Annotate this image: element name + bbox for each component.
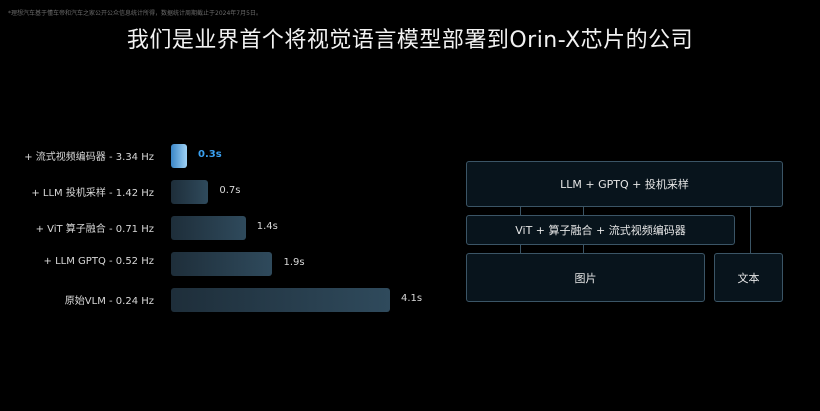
box-text: 文本 bbox=[714, 253, 783, 302]
value-label: 1.9s bbox=[283, 257, 305, 268]
footnote: *理想汽车基于懂车帝和汽车之家公开公众信息统计所得，数据统计周期截止于2024年… bbox=[8, 10, 262, 17]
value-label: 1.4s bbox=[256, 221, 278, 232]
bar bbox=[171, 180, 209, 204]
value-label: 0.7s bbox=[219, 185, 241, 196]
chart-row: + LLM GPTQ - 0.52 Hz 1.9s bbox=[0, 248, 460, 278]
chart-row: + ViT 算子融合 - 0.71 Hz 1.4s bbox=[0, 212, 460, 242]
box-llm-gptq-speculative-sampling: LLM + GPTQ + 投机采样 bbox=[466, 161, 783, 207]
connector-image-to-middle-right bbox=[583, 245, 584, 253]
category-label: + ViT 算子融合 - 0.71 Hz bbox=[35, 224, 154, 235]
category-label: 原始VLM - 0.24 Hz bbox=[64, 296, 154, 307]
box-vit-operator-fusion-video-encoder: ViT + 算子融合 + 流式视频编码器 bbox=[466, 215, 735, 245]
chart-row: 原始VLM - 0.24 Hz 4.1s bbox=[0, 284, 460, 314]
category-label: + LLM 投机采样 - 1.42 Hz bbox=[31, 188, 154, 199]
connector-image-to-middle-left bbox=[520, 245, 521, 253]
bar bbox=[171, 288, 390, 312]
connector-text-to-top bbox=[750, 207, 751, 253]
page-title: 我们是业界首个将视觉语言模型部署到Orin-X芯片的公司 bbox=[126, 28, 694, 53]
latency-bar-chart: + 流式视频编码器 - 3.34 Hz 0.3s + LLM 投机采样 - 1.42… bbox=[0, 140, 460, 320]
box-image: 图片 bbox=[466, 253, 705, 302]
chart-row: + 流式视频编码器 - 3.34 Hz 0.3s bbox=[0, 140, 460, 170]
value-label: 4.1s bbox=[401, 293, 423, 304]
value-label: 0.3s bbox=[198, 149, 222, 160]
connector-middle-to-top-left bbox=[520, 207, 521, 215]
category-label: + 流式视频编码器 - 3.34 Hz bbox=[24, 152, 154, 163]
chart-row: + LLM 投机采样 - 1.42 Hz 0.7s bbox=[0, 176, 460, 206]
bar bbox=[171, 252, 273, 276]
bar bbox=[171, 144, 188, 168]
category-label: + LLM GPTQ - 0.52 Hz bbox=[43, 256, 154, 267]
bar bbox=[171, 216, 246, 240]
connector-middle-to-top-right bbox=[583, 207, 584, 215]
